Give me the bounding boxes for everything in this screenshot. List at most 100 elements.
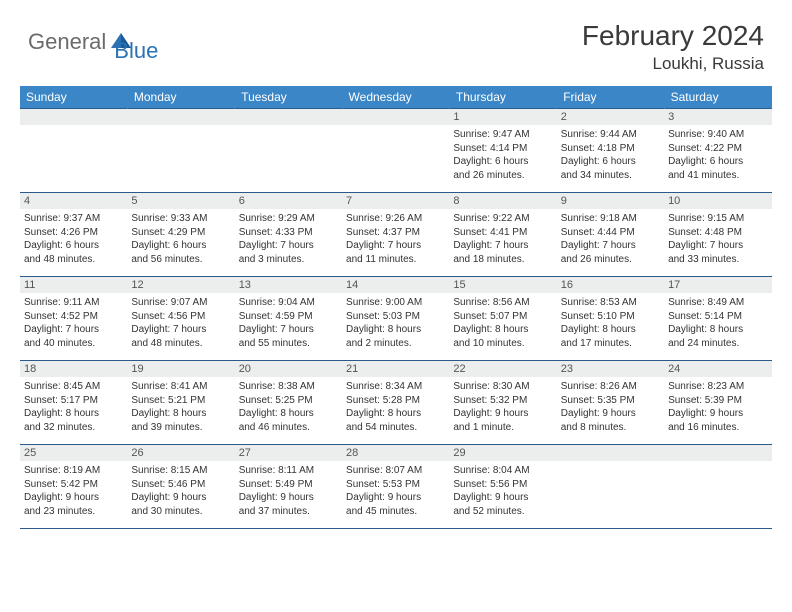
- sunset-text: Sunset: 5:56 PM: [453, 478, 552, 492]
- daylight-text: and 56 minutes.: [131, 253, 230, 267]
- calendar-day-cell: 8Sunrise: 9:22 AMSunset: 4:41 PMDaylight…: [449, 193, 556, 277]
- daylight-text: Daylight: 7 hours: [131, 323, 230, 337]
- day-header: Friday: [557, 86, 664, 109]
- calendar-day-cell: 14Sunrise: 9:00 AMSunset: 5:03 PMDayligh…: [342, 277, 449, 361]
- daylight-text: Daylight: 8 hours: [24, 407, 123, 421]
- sunset-text: Sunset: 5:25 PM: [239, 394, 338, 408]
- daylight-text: and 45 minutes.: [346, 505, 445, 519]
- sunrise-text: Sunrise: 9:47 AM: [453, 128, 552, 142]
- daylight-text: Daylight: 8 hours: [453, 323, 552, 337]
- sunset-text: Sunset: 5:35 PM: [561, 394, 660, 408]
- sunrise-text: Sunrise: 8:26 AM: [561, 380, 660, 394]
- daylight-text: and 32 minutes.: [24, 421, 123, 435]
- calendar-day-cell: 23Sunrise: 8:26 AMSunset: 5:35 PMDayligh…: [557, 361, 664, 445]
- daylight-text: Daylight: 7 hours: [668, 239, 767, 253]
- day-content: Sunrise: 9:18 AMSunset: 4:44 PMDaylight:…: [557, 209, 664, 270]
- calendar-day-cell: 25Sunrise: 8:19 AMSunset: 5:42 PMDayligh…: [20, 445, 127, 529]
- sunset-text: Sunset: 5:42 PM: [24, 478, 123, 492]
- day-number: 9: [557, 193, 664, 209]
- sunrise-text: Sunrise: 8:38 AM: [239, 380, 338, 394]
- daylight-text: and 11 minutes.: [346, 253, 445, 267]
- sunset-text: Sunset: 5:07 PM: [453, 310, 552, 324]
- sunrise-text: Sunrise: 9:04 AM: [239, 296, 338, 310]
- month-title: February 2024: [582, 20, 764, 52]
- day-header: Sunday: [20, 86, 127, 109]
- day-number-empty: [664, 445, 771, 461]
- sunrise-text: Sunrise: 9:29 AM: [239, 212, 338, 226]
- sunrise-text: Sunrise: 8:19 AM: [24, 464, 123, 478]
- day-header: Wednesday: [342, 86, 449, 109]
- daylight-text: and 40 minutes.: [24, 337, 123, 351]
- daylight-text: and 39 minutes.: [131, 421, 230, 435]
- daylight-text: Daylight: 7 hours: [239, 239, 338, 253]
- calendar-week-row: 1Sunrise: 9:47 AMSunset: 4:14 PMDaylight…: [20, 109, 772, 193]
- title-block: February 2024 Loukhi, Russia: [582, 20, 764, 74]
- day-content: Sunrise: 8:15 AMSunset: 5:46 PMDaylight:…: [127, 461, 234, 522]
- calendar-day-cell: 13Sunrise: 9:04 AMSunset: 4:59 PMDayligh…: [235, 277, 342, 361]
- sunrise-text: Sunrise: 8:23 AM: [668, 380, 767, 394]
- daylight-text: and 30 minutes.: [131, 505, 230, 519]
- day-content: Sunrise: 9:44 AMSunset: 4:18 PMDaylight:…: [557, 125, 664, 186]
- sunrise-text: Sunrise: 9:15 AM: [668, 212, 767, 226]
- calendar-day-cell: 4Sunrise: 9:37 AMSunset: 4:26 PMDaylight…: [20, 193, 127, 277]
- sunset-text: Sunset: 5:28 PM: [346, 394, 445, 408]
- sunset-text: Sunset: 5:53 PM: [346, 478, 445, 492]
- day-content: Sunrise: 9:22 AMSunset: 4:41 PMDaylight:…: [449, 209, 556, 270]
- day-content: Sunrise: 8:26 AMSunset: 5:35 PMDaylight:…: [557, 377, 664, 438]
- sunset-text: Sunset: 4:59 PM: [239, 310, 338, 324]
- sunrise-text: Sunrise: 8:07 AM: [346, 464, 445, 478]
- day-content: Sunrise: 9:04 AMSunset: 4:59 PMDaylight:…: [235, 293, 342, 354]
- calendar-table: Sunday Monday Tuesday Wednesday Thursday…: [20, 86, 772, 529]
- logo-text-general: General: [28, 29, 106, 55]
- daylight-text: Daylight: 7 hours: [24, 323, 123, 337]
- sunrise-text: Sunrise: 8:11 AM: [239, 464, 338, 478]
- sunrise-text: Sunrise: 8:49 AM: [668, 296, 767, 310]
- sunset-text: Sunset: 4:14 PM: [453, 142, 552, 156]
- day-number: 13: [235, 277, 342, 293]
- calendar-day-cell: 17Sunrise: 8:49 AMSunset: 5:14 PMDayligh…: [664, 277, 771, 361]
- day-content: Sunrise: 8:19 AMSunset: 5:42 PMDaylight:…: [20, 461, 127, 522]
- daylight-text: and 52 minutes.: [453, 505, 552, 519]
- day-number-empty: [20, 109, 127, 125]
- day-number: 10: [664, 193, 771, 209]
- sunset-text: Sunset: 4:26 PM: [24, 226, 123, 240]
- daylight-text: Daylight: 9 hours: [668, 407, 767, 421]
- sunset-text: Sunset: 5:03 PM: [346, 310, 445, 324]
- daylight-text: Daylight: 9 hours: [131, 491, 230, 505]
- day-number: 27: [235, 445, 342, 461]
- calendar-day-cell: 15Sunrise: 8:56 AMSunset: 5:07 PMDayligh…: [449, 277, 556, 361]
- day-content: Sunrise: 9:00 AMSunset: 5:03 PMDaylight:…: [342, 293, 449, 354]
- day-content: Sunrise: 8:07 AMSunset: 5:53 PMDaylight:…: [342, 461, 449, 522]
- sunrise-text: Sunrise: 8:15 AM: [131, 464, 230, 478]
- daylight-text: and 37 minutes.: [239, 505, 338, 519]
- sunrise-text: Sunrise: 9:18 AM: [561, 212, 660, 226]
- sunrise-text: Sunrise: 9:11 AM: [24, 296, 123, 310]
- day-header: Thursday: [449, 86, 556, 109]
- calendar-day-cell: 24Sunrise: 8:23 AMSunset: 5:39 PMDayligh…: [664, 361, 771, 445]
- day-number: 4: [20, 193, 127, 209]
- day-content: Sunrise: 8:45 AMSunset: 5:17 PMDaylight:…: [20, 377, 127, 438]
- calendar-day-cell: 18Sunrise: 8:45 AMSunset: 5:17 PMDayligh…: [20, 361, 127, 445]
- day-content: Sunrise: 8:56 AMSunset: 5:07 PMDaylight:…: [449, 293, 556, 354]
- sunset-text: Sunset: 5:46 PM: [131, 478, 230, 492]
- sunset-text: Sunset: 4:33 PM: [239, 226, 338, 240]
- day-number: 24: [664, 361, 771, 377]
- day-number: 18: [20, 361, 127, 377]
- daylight-text: Daylight: 6 hours: [24, 239, 123, 253]
- daylight-text: Daylight: 7 hours: [239, 323, 338, 337]
- calendar-day-cell: 1Sunrise: 9:47 AMSunset: 4:14 PMDaylight…: [449, 109, 556, 193]
- day-number: 25: [20, 445, 127, 461]
- daylight-text: Daylight: 7 hours: [561, 239, 660, 253]
- day-number: 21: [342, 361, 449, 377]
- calendar-day-cell: 19Sunrise: 8:41 AMSunset: 5:21 PMDayligh…: [127, 361, 234, 445]
- calendar-day-cell: 21Sunrise: 8:34 AMSunset: 5:28 PMDayligh…: [342, 361, 449, 445]
- daylight-text: Daylight: 9 hours: [453, 491, 552, 505]
- daylight-text: Daylight: 6 hours: [131, 239, 230, 253]
- day-number: 6: [235, 193, 342, 209]
- day-content: Sunrise: 8:11 AMSunset: 5:49 PMDaylight:…: [235, 461, 342, 522]
- calendar-week-row: 4Sunrise: 9:37 AMSunset: 4:26 PMDaylight…: [20, 193, 772, 277]
- calendar-day-cell: 2Sunrise: 9:44 AMSunset: 4:18 PMDaylight…: [557, 109, 664, 193]
- calendar-day-cell: 9Sunrise: 9:18 AMSunset: 4:44 PMDaylight…: [557, 193, 664, 277]
- daylight-text: and 26 minutes.: [453, 169, 552, 183]
- sunset-text: Sunset: 4:18 PM: [561, 142, 660, 156]
